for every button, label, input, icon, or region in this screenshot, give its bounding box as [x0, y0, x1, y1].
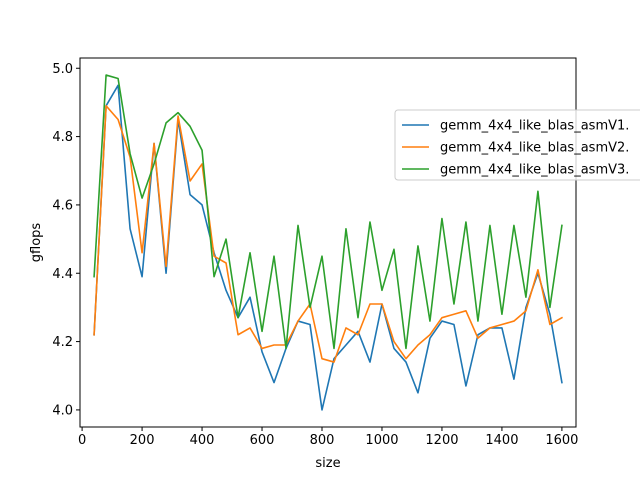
- legend-label: gemm_4x4_like_blas_asmV1.: [440, 119, 629, 134]
- x-axis-label: size: [315, 456, 340, 471]
- x-tick-label: 600: [250, 433, 275, 448]
- y-tick-label: 4.2: [52, 335, 73, 350]
- x-tick-label: 0: [78, 433, 86, 448]
- series-line-2: [93, 105, 564, 363]
- x-tick-label: 800: [310, 433, 335, 448]
- series-layer: [93, 74, 564, 411]
- series-line-3: [93, 74, 563, 350]
- y-axis-label: gflops: [29, 223, 44, 263]
- y-axis: 4.0 4.2 4.4 4.6 4.8 5.0: [52, 62, 80, 418]
- y-tick-label: 4.0: [52, 403, 73, 418]
- x-tick-label: 400: [190, 433, 215, 448]
- x-tick-label: 1200: [425, 433, 458, 448]
- legend-box: [394, 109, 640, 181]
- legend-label: gemm_4x4_like_blas_asmV2.: [440, 141, 629, 156]
- axes-frame: [79, 57, 577, 428]
- x-tick-label: 1400: [485, 433, 518, 448]
- y-tick-label: 5.0: [52, 62, 73, 77]
- y-tick-label: 4.6: [52, 198, 73, 213]
- x-tick-label: 1000: [365, 433, 398, 448]
- y-tick-label: 4.8: [52, 130, 73, 145]
- x-tick-label: 1600: [545, 433, 578, 448]
- legend: gemm_4x4_like_blas_asmV1. gemm_4x4_like_b…: [394, 109, 640, 181]
- plot-area: [79, 57, 577, 428]
- legend-label: gemm_4x4_like_blas_asmV3.: [440, 163, 629, 178]
- x-axis: 0 200 400 600 800 1000 1200 1400 1600: [78, 427, 578, 448]
- y-tick-label: 4.4: [52, 267, 73, 282]
- x-tick-label: 200: [130, 433, 155, 448]
